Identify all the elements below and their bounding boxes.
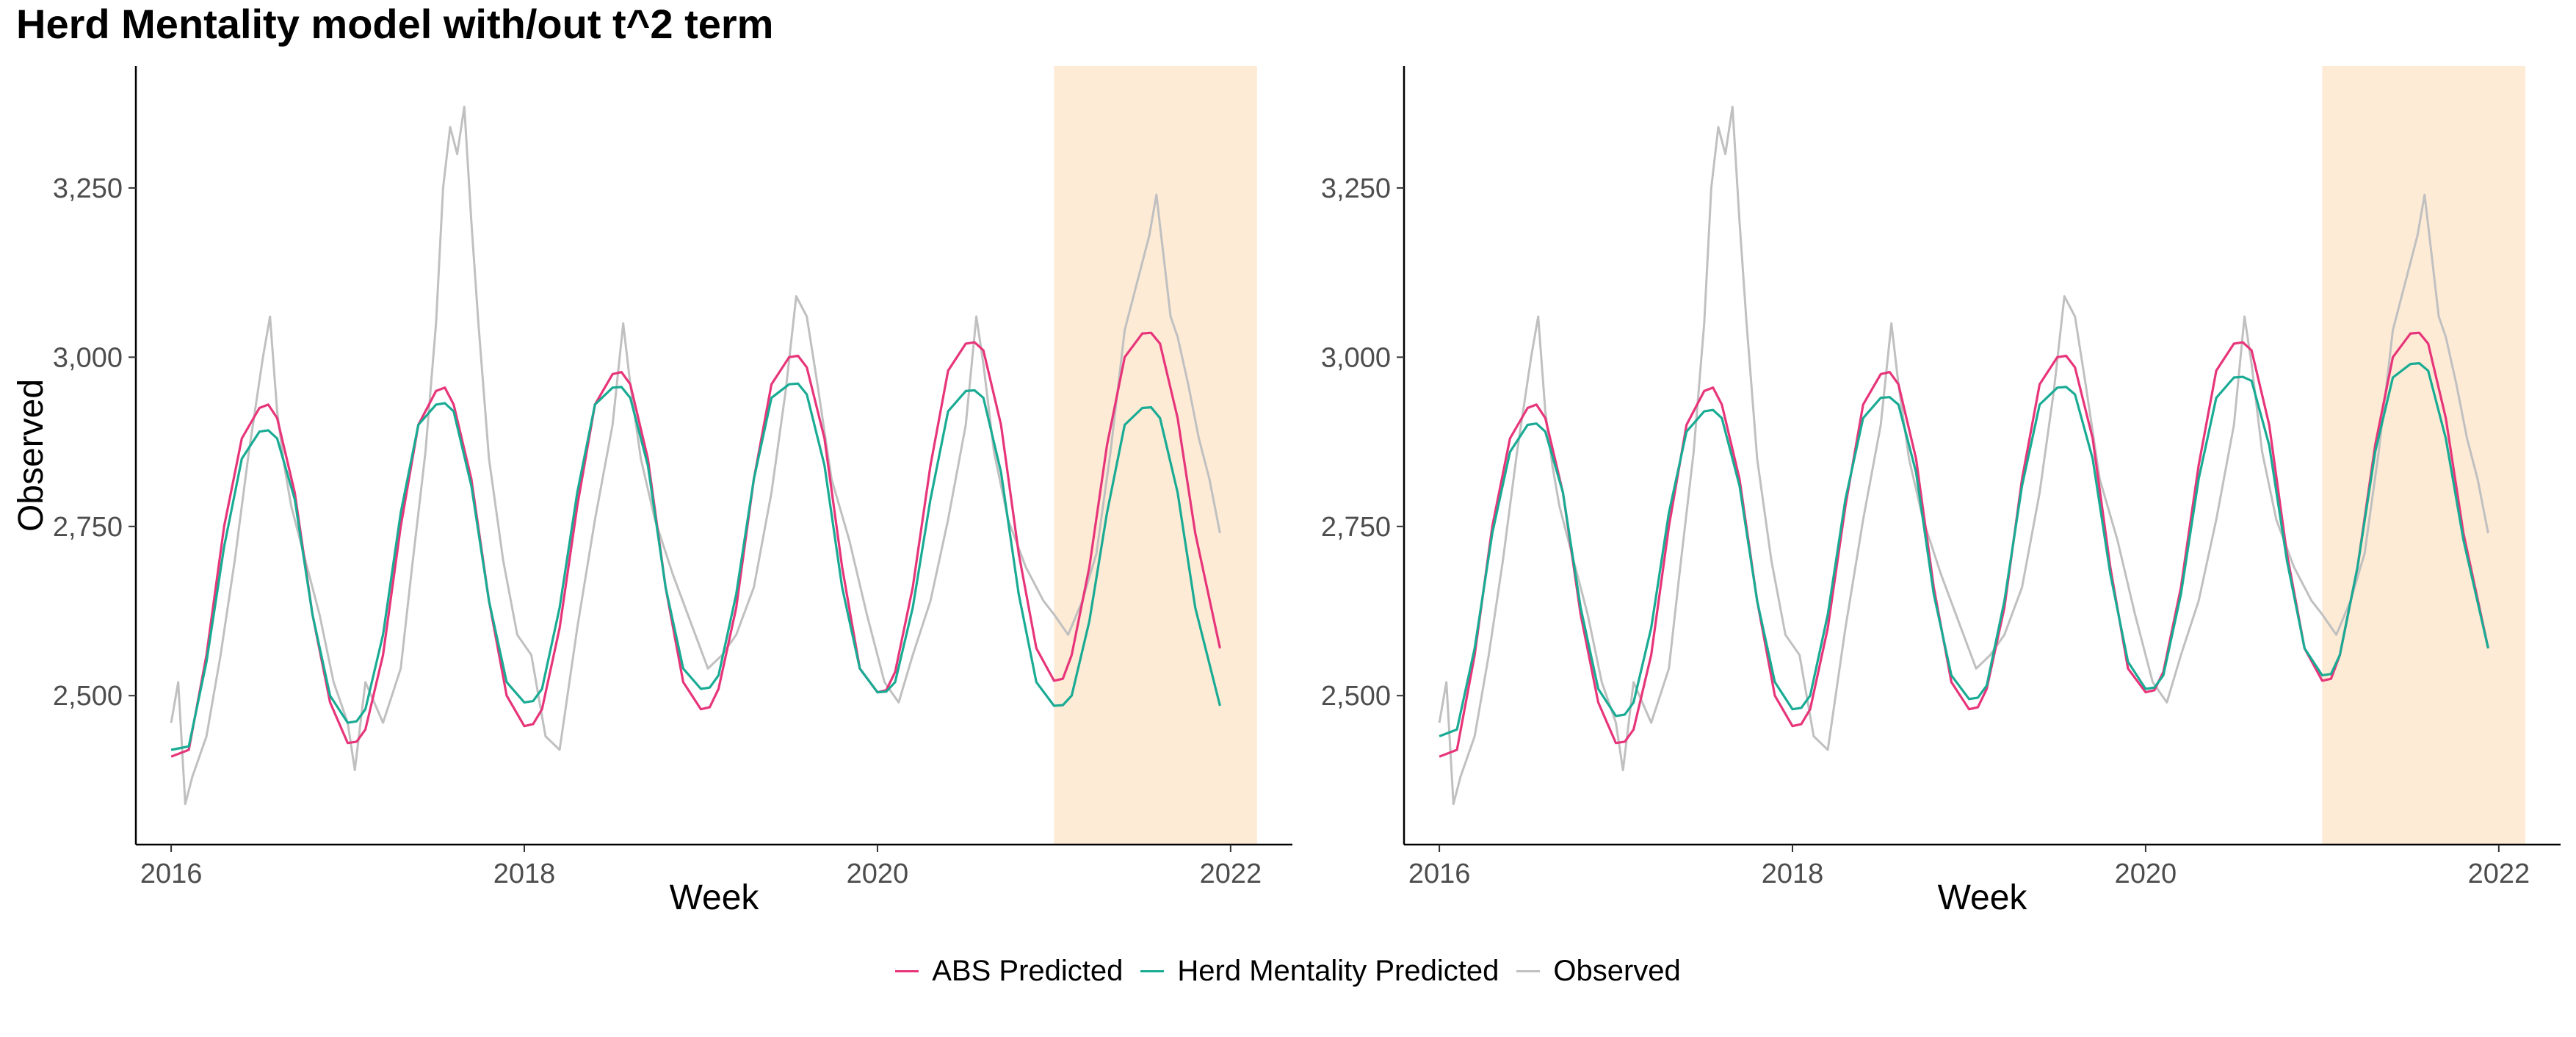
chart-title: Herd Mentality model with/out t^2 term: [16, 1, 774, 47]
legend: ABS Predicted Herd Mentality Predicted O…: [0, 955, 2576, 988]
y-tick-label: 2,500: [1321, 681, 1391, 712]
legend-item-herd: Herd Mentality Predicted: [1140, 955, 1499, 988]
legend-label-observed: Observed: [1553, 955, 1681, 987]
panel-left: 2016 2018 2020 2022 2,500 2,750 3,000 3,250 Week…: [12, 66, 1292, 917]
y-tick-label: 3,000: [1321, 342, 1391, 373]
legend-key-herd: [1140, 970, 1165, 972]
x-tick-label: 2016: [140, 859, 203, 889]
legend-label-herd: Herd Mentality Predicted: [1177, 955, 1499, 987]
y-tick-label: 3,250: [53, 173, 123, 204]
series-line-abs-predicted: [170, 331, 1221, 758]
x-tick-label: 2020: [847, 859, 909, 889]
x-tick-label: 2022: [1200, 859, 1262, 889]
x-tick-label: 2022: [2468, 859, 2530, 889]
x-tick-label: 2016: [1408, 859, 1471, 889]
legend-item-observed: Observed: [1516, 955, 1681, 988]
panel-right: 2016 2018 2020 2022 2,500 2,750 3,000 3,250 Week: [1321, 66, 2561, 917]
legend-key-abs: [895, 970, 919, 972]
x-tick-label: 2018: [493, 859, 556, 889]
y-tick-label: 2,750: [53, 512, 123, 543]
y-tick-label: 2,750: [1321, 512, 1391, 543]
x-tick-label: 2020: [2115, 859, 2177, 889]
legend-item-abs: ABS Predicted: [895, 955, 1123, 988]
y-tick-label: 3,250: [1321, 173, 1391, 204]
y-tick-label: 2,500: [53, 681, 123, 712]
x-axis-title: Week: [1938, 878, 2028, 917]
y-tick-label: 3,000: [53, 342, 123, 373]
highlight-band: [1054, 66, 1257, 845]
series-line-herd-mentality-predicted: [170, 382, 1221, 751]
y-axis-title: Observed: [12, 379, 51, 532]
legend-label-abs: ABS Predicted: [932, 955, 1124, 987]
x-tick-label: 2018: [1762, 859, 1824, 889]
legend-key-observed: [1516, 970, 1541, 972]
x-axis-title: Week: [670, 878, 760, 917]
highlight-band: [2322, 66, 2525, 845]
series-line-herd-mentality-predicted: [1439, 362, 2489, 737]
